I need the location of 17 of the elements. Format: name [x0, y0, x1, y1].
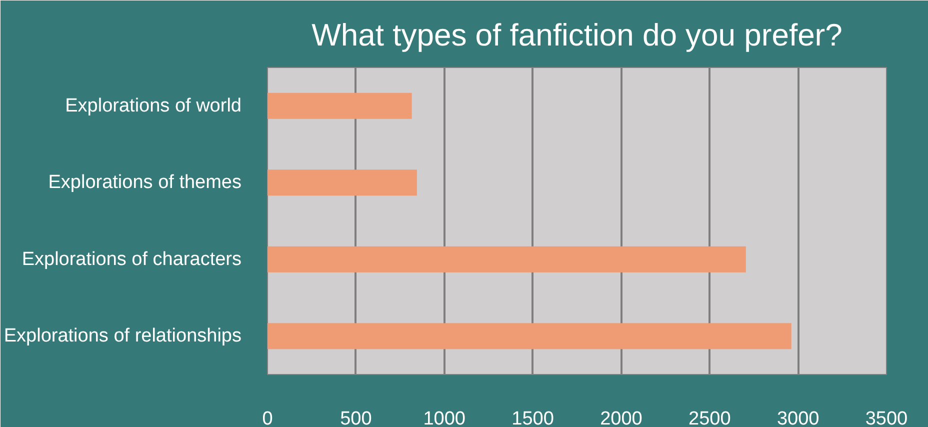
x-tick-label: 2000: [600, 408, 642, 427]
x-tick-label: 0: [262, 408, 273, 427]
y-tick-label: Explorations of world: [65, 95, 242, 116]
x-tick-label: 500: [340, 408, 372, 427]
bar: [268, 170, 417, 196]
x-tick-label: 3000: [776, 408, 820, 427]
x-tick-label: 3500: [865, 408, 908, 427]
bar: [268, 246, 746, 272]
y-tick-label: Explorations of themes: [48, 172, 242, 194]
x-tick-label: 1500: [512, 408, 554, 427]
chart-title: What types of fanfiction do you prefer?: [312, 18, 842, 52]
bar: [268, 323, 792, 350]
bar: [268, 92, 412, 119]
y-tick-label: Explorations of relationships: [4, 326, 242, 347]
x-tick-label: 2500: [688, 408, 731, 427]
y-tick-label: Explorations of characters: [22, 248, 242, 270]
x-tick-label: 1000: [423, 408, 466, 427]
